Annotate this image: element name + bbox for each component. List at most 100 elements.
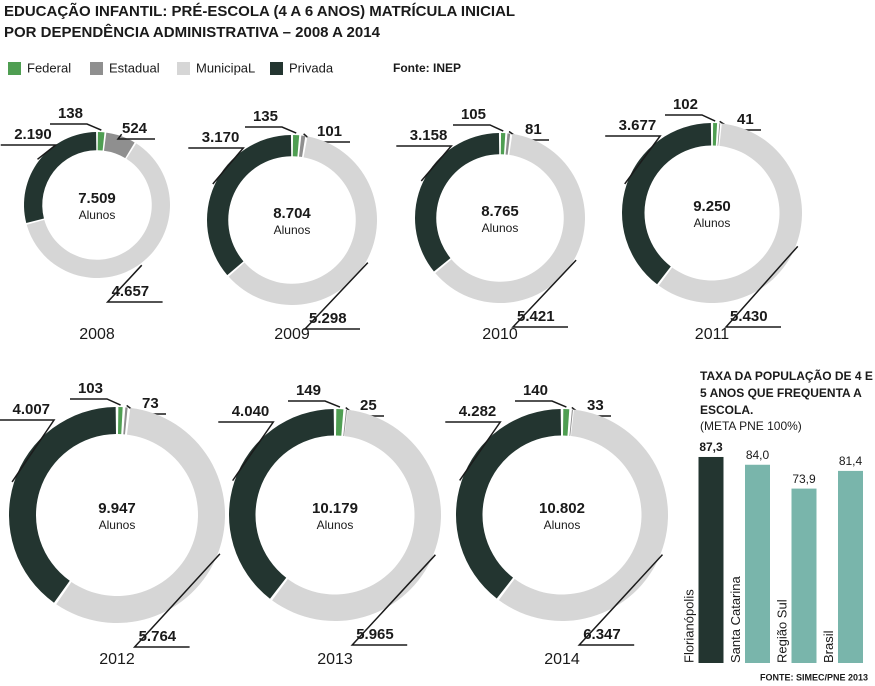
value-label: 4.282: [459, 403, 497, 420]
donut-slice: [229, 409, 335, 599]
leader-line: [665, 114, 716, 122]
donut-slice: [505, 133, 511, 155]
bar-title: 5 ANOS QUE FREQUENTA A: [700, 386, 862, 400]
bar-value-label: 84,0: [746, 448, 770, 462]
value-label: 138: [58, 105, 83, 122]
donut-slice: [97, 132, 105, 151]
value-label: 41: [737, 111, 754, 128]
donut-slice: [435, 133, 585, 303]
leader-line: [132, 553, 221, 648]
donut-total: 9.250: [693, 198, 731, 215]
value-label: 3.158: [410, 127, 448, 144]
bar-subtitle: (META PNE 100%): [700, 419, 802, 433]
leader-line: [445, 421, 502, 481]
leader-line: [577, 554, 664, 646]
value-label: 524: [122, 120, 148, 137]
donut-slice: [123, 407, 128, 435]
donut-unit: Alunos: [274, 223, 311, 237]
value-label: 103: [78, 380, 103, 397]
leader-line: [70, 398, 121, 406]
donut-slice: [343, 409, 348, 437]
year-label: 2011: [695, 326, 730, 343]
bar: [838, 470, 863, 663]
leader-line: [0, 144, 58, 160]
donut-slice: [56, 407, 225, 624]
leader-line: [605, 135, 662, 185]
leader-line: [724, 245, 799, 328]
leader-line: [245, 126, 297, 134]
donut-unit: Alunos: [317, 518, 354, 532]
year-label: 2008: [79, 326, 115, 343]
leader-line: [105, 264, 163, 303]
value-label: 2.190: [14, 126, 52, 143]
donut-total: 8.765: [481, 203, 519, 220]
leader-line: [453, 124, 504, 132]
donut-slice: [24, 132, 97, 224]
donut-slice: [569, 409, 573, 436]
donut-slice: [118, 407, 123, 435]
value-label: 25: [360, 397, 377, 414]
value-label: 3.170: [202, 129, 240, 146]
legend-swatch: [177, 62, 190, 75]
legend-label: Privada: [289, 60, 334, 75]
donut-slice: [456, 409, 562, 599]
donut-unit: Alunos: [482, 221, 519, 235]
bar-value-label: 73,9: [792, 472, 816, 486]
leader-line: [116, 133, 155, 140]
value-label: 135: [253, 108, 278, 125]
value-label: 4.007: [12, 401, 50, 418]
donut-slice: [414, 133, 500, 272]
donut-slice: [272, 409, 442, 621]
legend-label: Federal: [27, 60, 71, 75]
donut-total: 10.179: [312, 500, 358, 517]
bar-value-label: 87,3: [699, 440, 723, 454]
donut-unit: Alunos: [694, 216, 731, 230]
bar-value-label: 81,4: [839, 454, 863, 468]
value-label: 3.677: [619, 117, 657, 134]
bar-category: Florianópolis: [681, 589, 696, 663]
bar-title: TAXA DA POPULAÇÃO DE 4 E: [700, 368, 873, 383]
donut-total: 7.509: [78, 190, 116, 207]
leader-line: [511, 259, 577, 328]
value-label: 73: [142, 395, 159, 412]
donut-total: 8.704: [273, 205, 311, 222]
bar-category: Região Sul: [774, 599, 789, 663]
source: Fonte: INEP: [393, 61, 461, 75]
leader-line: [350, 554, 436, 646]
donut-slice: [658, 123, 802, 303]
year-label: 2013: [317, 651, 353, 668]
title-line: EDUCAÇÃO INFANTIL: PRÉ-ESCOLA (4 A 6 ANO…: [4, 2, 515, 20]
year-label: 2012: [99, 651, 135, 668]
year-label: 2014: [544, 651, 580, 668]
bar-title: ESCOLA.: [700, 403, 753, 417]
donut-unit: Alunos: [99, 518, 136, 532]
donut-slice: [292, 135, 300, 157]
value-label: 140: [523, 382, 548, 399]
year-label: 2010: [482, 326, 518, 343]
legend-swatch: [270, 62, 283, 75]
donut-unit: Alunos: [79, 208, 116, 222]
leader-line: [303, 262, 369, 330]
bar-category: Santa Catarina: [728, 576, 743, 663]
bar: [791, 488, 817, 663]
legend-label: MunicipaL: [196, 60, 255, 75]
donut-slice: [712, 123, 718, 146]
value-label: 101: [317, 123, 342, 140]
legend-swatch: [8, 62, 21, 75]
leader-line: [288, 400, 341, 408]
donut-slice: [207, 135, 292, 276]
year-label: 2009: [274, 326, 310, 343]
title-line: POR DEPENDÊNCIA ADMINISTRATIVA – 2008 A …: [4, 23, 381, 41]
donut-slice: [498, 409, 668, 621]
value-label: 33: [587, 397, 604, 414]
legend-swatch: [90, 62, 103, 75]
bar-category: Brasil: [821, 630, 836, 663]
donut-slice: [298, 135, 306, 158]
donut-slice: [500, 133, 506, 155]
leader-line: [218, 421, 275, 482]
donut-slice: [717, 123, 721, 146]
donut-total: 9.947: [98, 500, 136, 517]
value-label: 105: [461, 106, 486, 123]
leader-line: [0, 419, 56, 483]
